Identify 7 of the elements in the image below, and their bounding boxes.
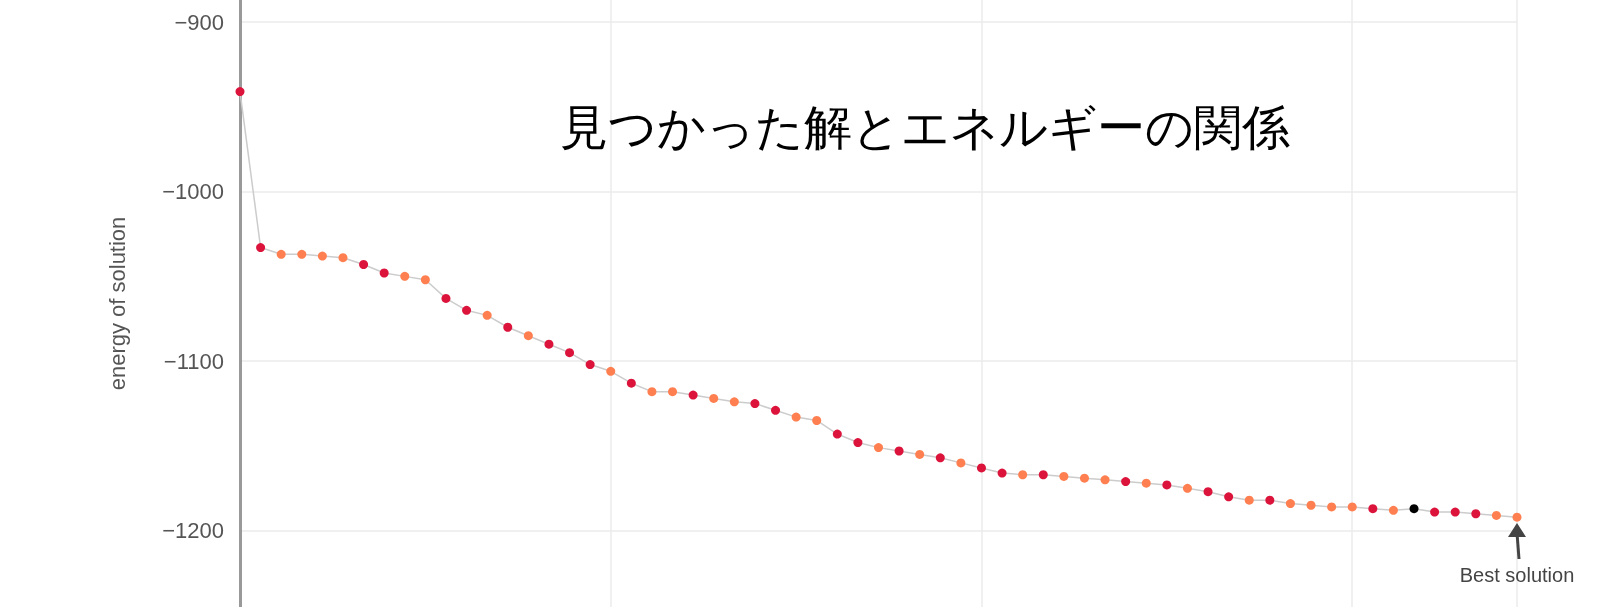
annotation: Best solution bbox=[1459, 564, 1575, 587]
y-tick-label: −1000 bbox=[162, 179, 224, 205]
y-tick-label: −1100 bbox=[163, 348, 224, 374]
text: 見つかった解とエネルギーの関係 bbox=[560, 99, 1290, 155]
y-tick-label: −1200 bbox=[162, 518, 224, 544]
y-axis-title: energy of solution bbox=[104, 216, 130, 391]
y-tick-label: −900 bbox=[174, 9, 224, 35]
